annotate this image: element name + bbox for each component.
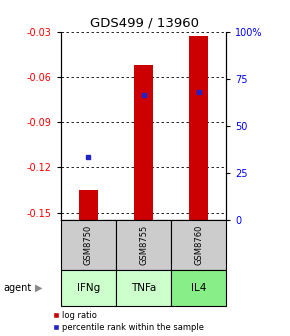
Text: ▶: ▶ [35,283,43,293]
Text: GDS499 / 13960: GDS499 / 13960 [90,17,200,30]
Bar [171,220,226,270]
Text: GSM8750: GSM8750 [84,225,93,265]
Bar [134,65,153,220]
Bar [116,220,171,270]
Text: IFNg: IFNg [77,283,100,293]
Bar [61,220,116,270]
Text: GSM8755: GSM8755 [139,225,148,265]
Bar [189,36,208,220]
Text: TNFa: TNFa [131,283,156,293]
Text: agent: agent [3,283,31,293]
Bar [171,270,226,306]
Legend: log ratio, percentile rank within the sample: log ratio, percentile rank within the sa… [53,311,204,332]
Text: GSM8760: GSM8760 [194,225,203,265]
Bar [116,270,171,306]
Bar [61,270,116,306]
Text: IL4: IL4 [191,283,206,293]
Bar [79,190,98,220]
